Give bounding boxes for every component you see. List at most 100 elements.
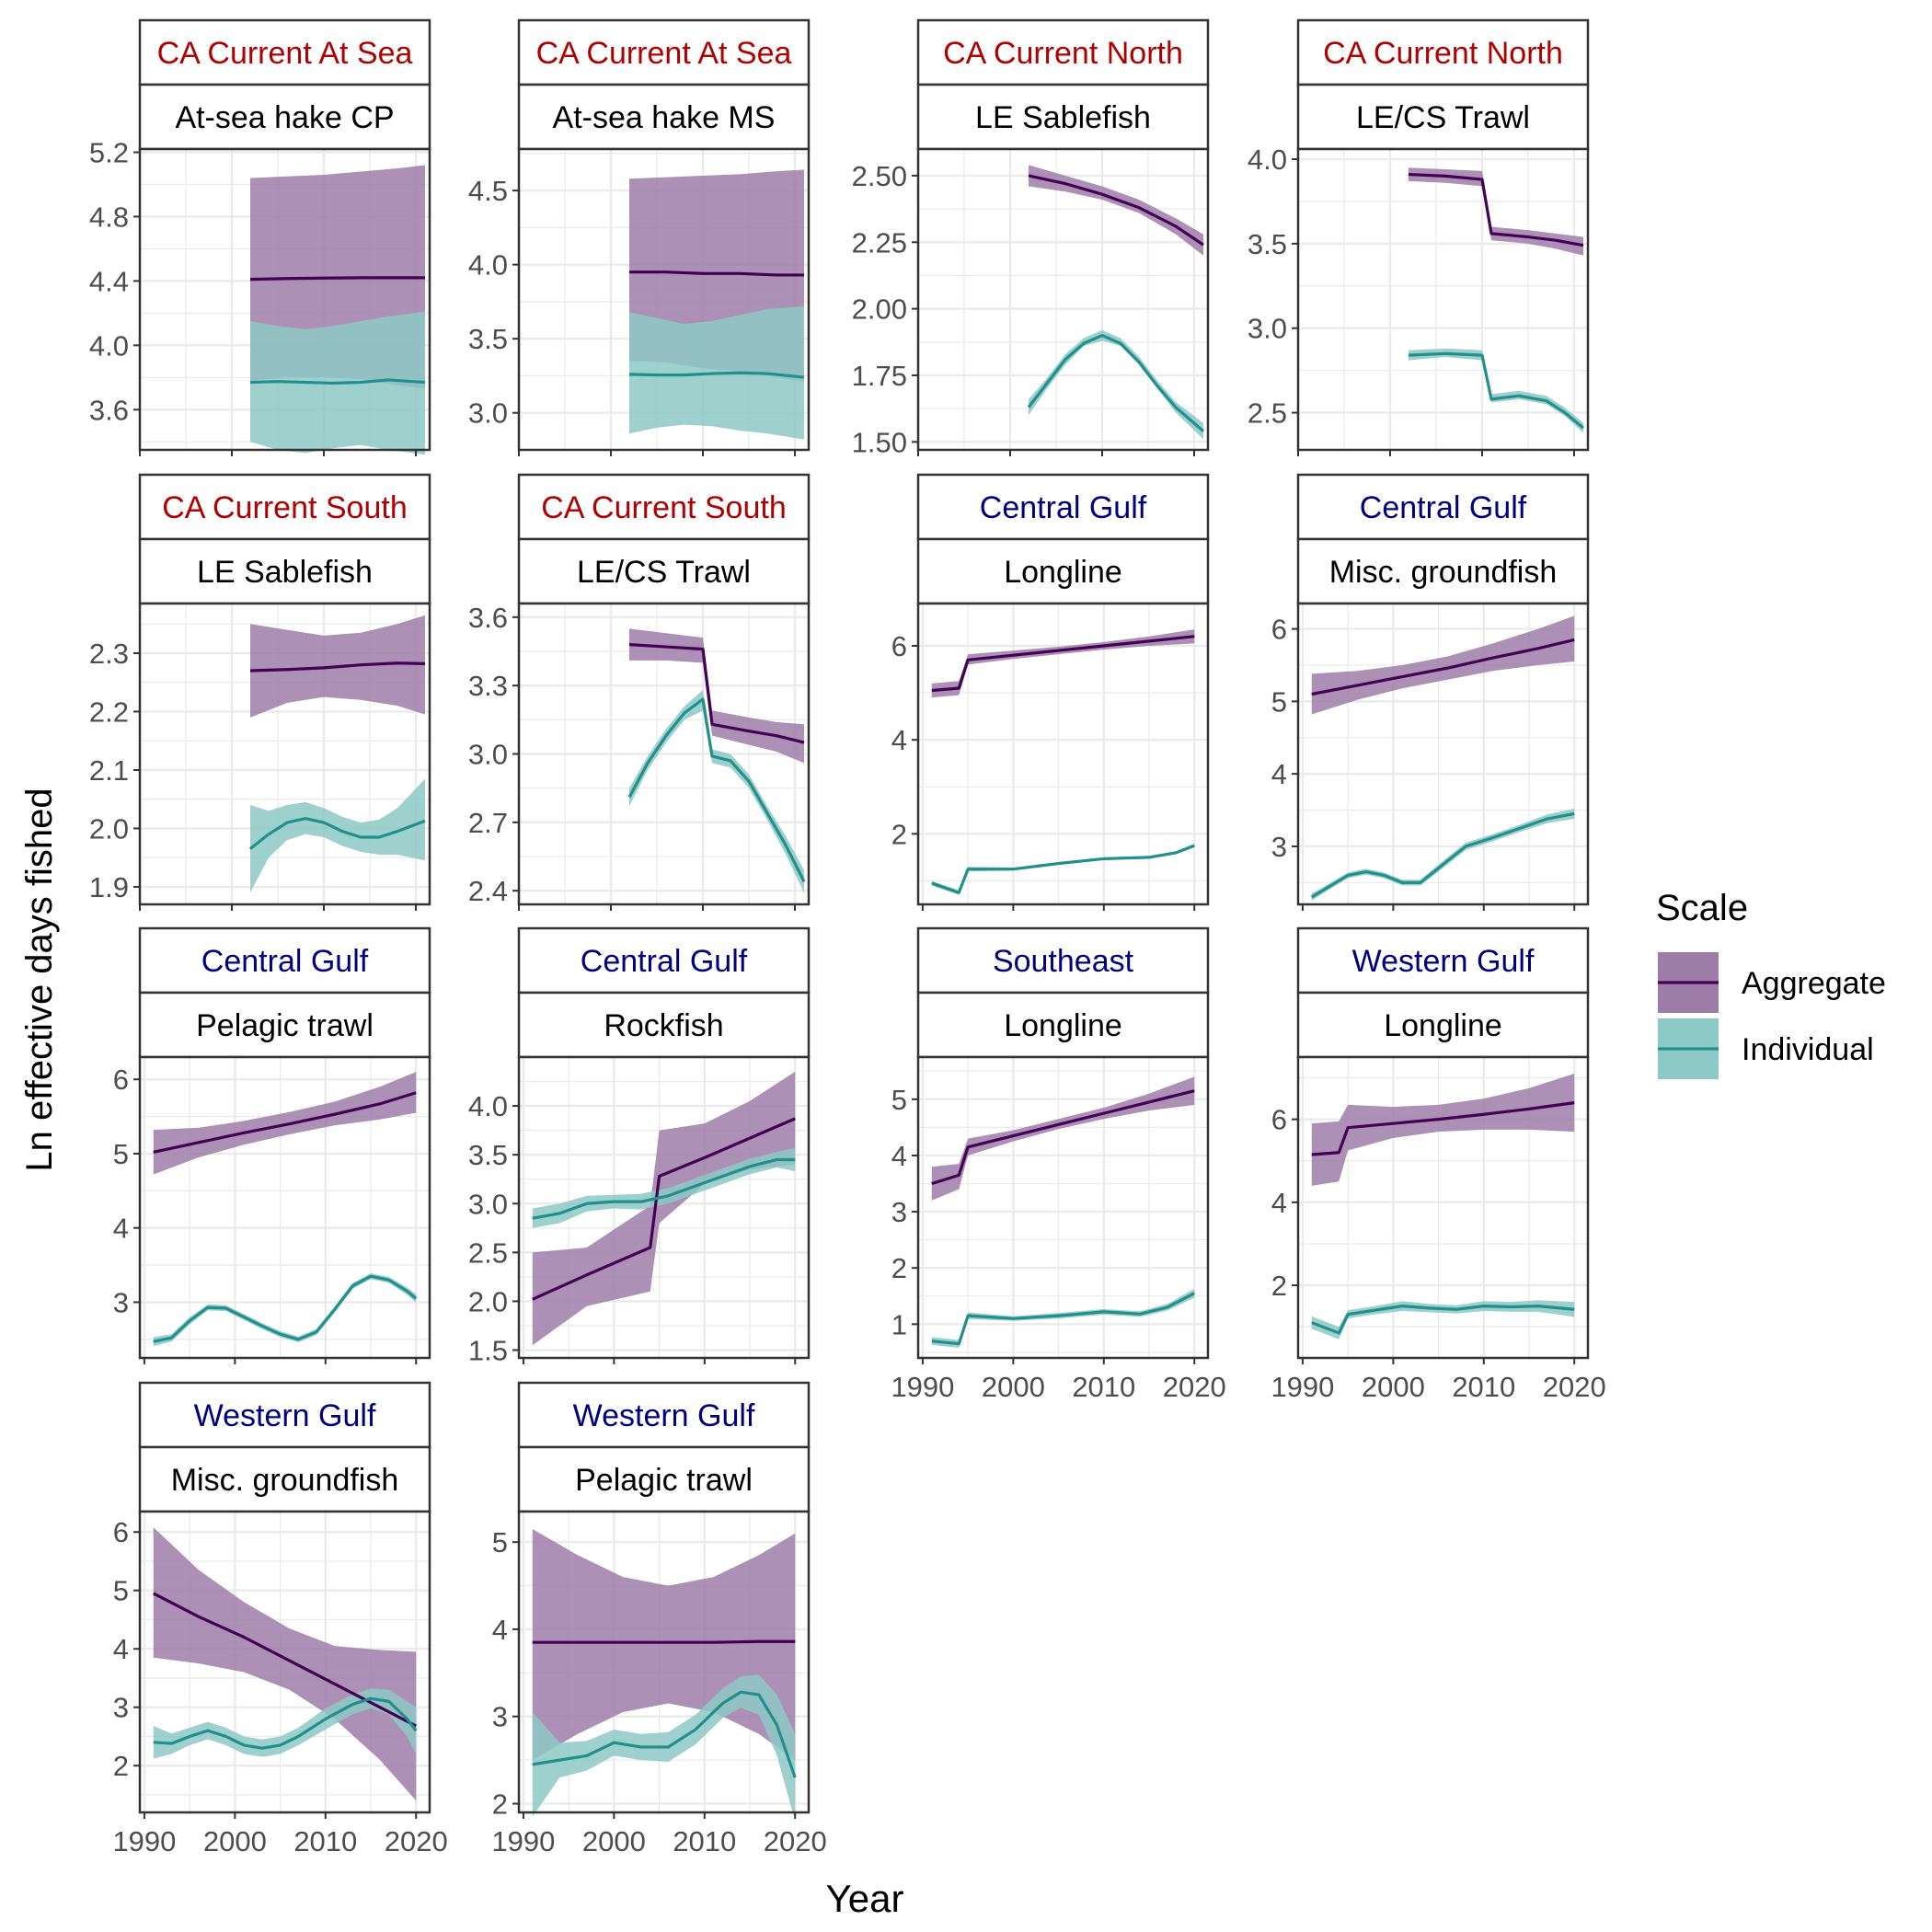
y-tick-label: 6	[113, 1064, 129, 1096]
aggregate-series-line	[1311, 638, 1575, 696]
fishery-strip	[1296, 537, 1590, 605]
y-tick-label: 5	[1271, 685, 1287, 718]
plot-frame	[138, 1055, 431, 1360]
region-strip	[1296, 926, 1590, 995]
panel: CA Current At Sea At-sea hake CP 3.6 4.0 4.4…	[89, 18, 431, 456]
legend-label: Individual	[1742, 1032, 1874, 1067]
aggregate-series-line	[1311, 1101, 1575, 1156]
y-tick-label: 3.0	[1248, 313, 1287, 345]
x-tick-label: 1990	[891, 1371, 954, 1403]
aggregate-confidence-band	[153, 1527, 417, 1801]
plot-frame	[916, 602, 1210, 906]
fishery-label: Longline	[1004, 1008, 1122, 1043]
fishery-strip	[916, 83, 1210, 151]
aggregate-confidence-band	[629, 628, 804, 764]
y-tick-label: 2.0	[468, 1285, 508, 1317]
individual-series-line	[931, 844, 1195, 894]
fishery-label: At-sea hake CP	[175, 100, 394, 135]
plot-background	[918, 149, 1208, 450]
individual-series-line	[532, 1157, 796, 1220]
y-tick-label: 4.0	[1248, 144, 1287, 176]
y-tick-label: 2	[1271, 1270, 1287, 1302]
fishery-label: LE/CS Trawl	[577, 555, 751, 590]
y-tick-label: 6	[113, 1516, 129, 1548]
region-strip	[517, 926, 811, 995]
y-tick-label: 4	[113, 1633, 129, 1665]
y-tick-label: 3.6	[89, 394, 129, 426]
individual-series-line	[1027, 333, 1205, 432]
aggregate-confidence-band	[153, 1072, 417, 1175]
legend: Scale Aggregate Individual	[1656, 888, 1886, 1079]
individual-series-line	[153, 1274, 418, 1343]
plot-frame	[916, 1055, 1210, 1360]
panel: Central Gulf Pelagic trawl 3 4 5 6	[113, 926, 431, 1364]
x-tick-label: 2000	[982, 1371, 1045, 1403]
x-tick-label: 2010	[673, 1825, 736, 1857]
fishery-strip	[517, 991, 811, 1059]
region-label: Western Gulf	[1352, 944, 1535, 979]
y-tick-label: 4.0	[89, 329, 129, 362]
y-tick-label: 1.50	[852, 426, 907, 458]
aggregate-confidence-band	[1029, 165, 1203, 256]
plot-frame	[916, 147, 1210, 452]
legend-label: Aggregate	[1742, 966, 1886, 1001]
y-tick-label: 3	[113, 1286, 129, 1318]
region-label: Central Gulf	[980, 490, 1147, 525]
individual-confidence-band	[1409, 348, 1583, 433]
aggregate-series-line	[628, 642, 805, 744]
region-label: Central Gulf	[1360, 490, 1527, 525]
panel: Western Gulf Longline 2 4 6 1990 2000 2010 2020	[1271, 926, 1606, 1403]
y-tick-label: 3.5	[468, 323, 508, 355]
x-tick-label: 2020	[1543, 1371, 1606, 1403]
y-tick-label: 3	[492, 1701, 508, 1733]
region-label: CA Current South	[541, 490, 786, 525]
y-tick-label: 3.5	[1248, 228, 1287, 260]
fishery-label: Longline	[1004, 555, 1122, 590]
panel: CA Current North LE Sablefish 1.50 1.75 2.00…	[852, 18, 1210, 458]
y-tick-label: 1.75	[852, 360, 907, 392]
y-tick-label: 4.0	[468, 249, 508, 282]
y-tick-label: 3.5	[468, 1139, 508, 1171]
region-strip	[916, 926, 1210, 995]
individual-series-line	[931, 1292, 1195, 1346]
aggregate-series-line	[532, 1639, 796, 1644]
plot-frame	[1296, 147, 1590, 452]
region-strip	[138, 926, 431, 995]
aggregate-series-line	[931, 635, 1195, 693]
aggregate-series-line	[1028, 174, 1204, 247]
x-tick-label: 2000	[582, 1825, 646, 1857]
region-label: Central Gulf	[581, 944, 748, 979]
fishery-strip	[138, 537, 431, 605]
region-strip	[517, 18, 811, 86]
y-tick-label: 2.5	[468, 1236, 508, 1269]
region-strip	[138, 473, 431, 541]
aggregate-confidence-band	[1311, 615, 1575, 715]
aggregate-series-line	[153, 1091, 417, 1154]
y-tick-label: 2.25	[852, 226, 907, 259]
region-strip	[1296, 473, 1590, 541]
y-tick-label: 3	[113, 1692, 129, 1724]
y-tick-label: 5	[113, 1138, 129, 1170]
x-tick-label: 2000	[1362, 1371, 1425, 1403]
x-tick-label: 2020	[1163, 1371, 1226, 1403]
y-tick-label: 4.4	[89, 265, 129, 297]
y-tick-label: 2	[891, 818, 907, 850]
fishery-label: LE Sablefish	[197, 555, 373, 590]
legend-title: Scale	[1656, 888, 1748, 928]
plot-background	[1298, 149, 1588, 450]
x-tick-label: 2010	[1072, 1371, 1135, 1403]
fishery-strip	[916, 537, 1210, 605]
y-tick-label: 2.3	[89, 638, 129, 670]
panel: CA Current North LE/CS Trawl 2.5 3.0 3.5 4.0	[1248, 18, 1590, 456]
fishery-label: At-sea hake MS	[553, 100, 776, 135]
individual-series-line	[249, 378, 426, 385]
panel: CA Current At Sea At-sea hake MS 3.0 3.5 4.0…	[468, 18, 811, 456]
fishery-label: Rockfish	[604, 1008, 723, 1043]
individual-series-line	[532, 1690, 797, 1778]
y-tick-label: 3.0	[468, 739, 508, 771]
y-tick-label: 3.0	[468, 1188, 508, 1220]
plot-frame	[517, 147, 811, 452]
region-label: Central Gulf	[201, 944, 369, 979]
panel: Central Gulf Longline 2 4 6	[891, 473, 1210, 911]
